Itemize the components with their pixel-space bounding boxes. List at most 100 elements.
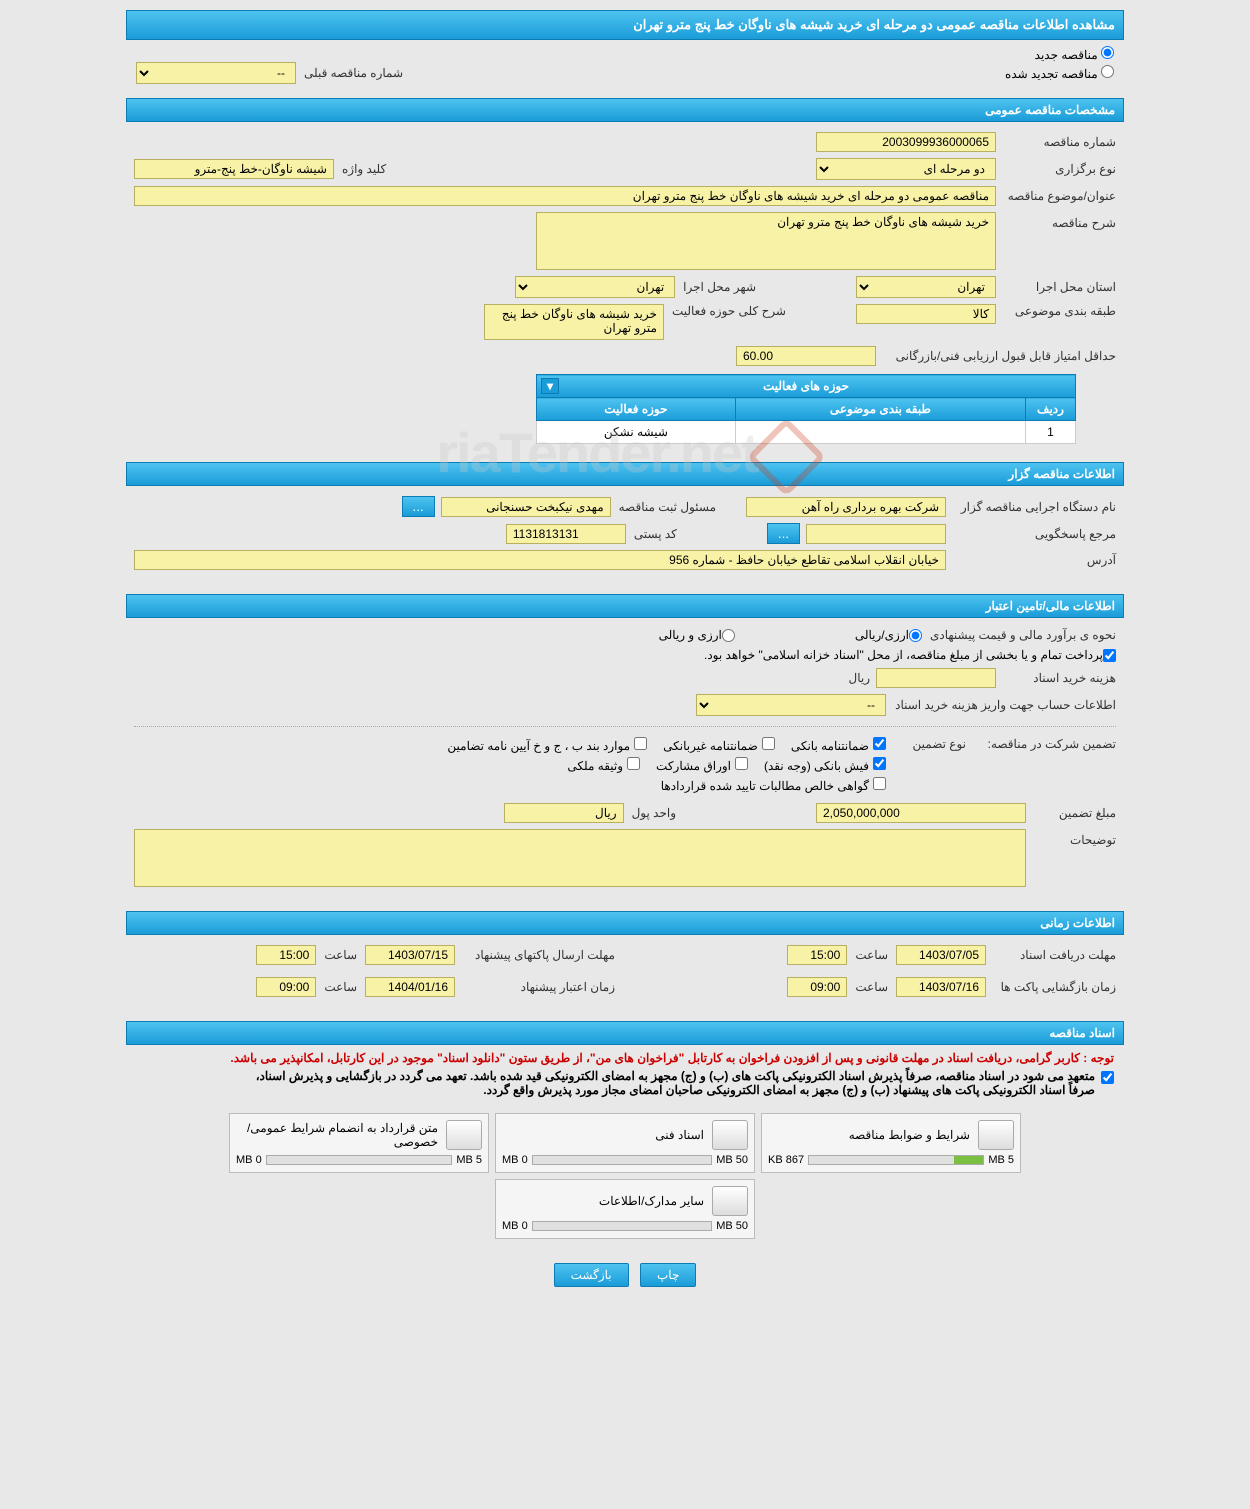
min-score-field: 60.00 — [736, 346, 876, 366]
doc-fee-unit: ریال — [840, 671, 876, 685]
document-box[interactable]: شرایط و ضوابط مناقصه 5 MB 867 KB — [761, 1113, 1021, 1173]
min-score-label: حداقل امتیاز قابل قبول ارزیابی فنی/بازرگ… — [876, 349, 1116, 363]
gt-nonbank-label: ضمانتنامه غیربانکی — [663, 739, 758, 753]
doc-fee-field — [876, 668, 996, 688]
title-label: عنوان/موضوع مناقصه — [996, 189, 1116, 203]
guarantee-type-label: نوع تضمین — [886, 737, 966, 751]
checkbox-source[interactable] — [1103, 649, 1116, 662]
back-button[interactable]: بازگشت — [554, 1263, 629, 1287]
address-label: آدرس — [946, 553, 1116, 567]
doc-total: 5 MB — [988, 1154, 1014, 1166]
city-label: شهر محل اجرا — [675, 280, 756, 294]
checkbox-gt-nonbank[interactable] — [762, 737, 775, 750]
gt-securities-label: اوراق مشارکت — [656, 759, 731, 773]
ellipsis-button[interactable]: ... — [767, 523, 800, 544]
doc-used: 867 KB — [768, 1154, 804, 1166]
validity-time: 09:00 — [256, 977, 316, 997]
table-cell — [735, 421, 1025, 444]
radio-rial[interactable] — [909, 629, 922, 642]
print-button[interactable]: چاپ — [640, 1263, 696, 1287]
doc-total: 5 MB — [456, 1154, 482, 1166]
radio-renewed-tender[interactable] — [1101, 65, 1114, 78]
title-field: مناقصه عمومی دو مرحله ای خرید شیشه های ن… — [134, 186, 996, 206]
reg-officer-field: مهدی نیکبخت حسنجانی — [441, 497, 611, 517]
section-general-spec: مشخصات مناقصه عمومی — [126, 98, 1124, 122]
notes-field — [134, 829, 1026, 887]
document-title: متن قرارداد به انضمام شرایط عمومی/خصوصی — [236, 1121, 438, 1149]
collapse-toggle-icon[interactable]: ▾ — [541, 378, 559, 394]
address-field: خیابان انقلاب اسلامی تقاطع خیابان حافظ -… — [134, 550, 946, 570]
receive-deadline-date: 1403/07/05 — [896, 945, 986, 965]
postal-label: کد پستی — [626, 527, 677, 541]
document-title: اسناد فنی — [502, 1128, 704, 1142]
ellipsis-button[interactable]: ... — [402, 496, 435, 517]
gt-cash-label: فیش بانکی (وجه نقد) — [764, 759, 869, 773]
progress-bar — [266, 1155, 453, 1165]
time-label: ساعت — [316, 980, 365, 994]
type-select[interactable]: دو مرحله ای — [816, 158, 996, 180]
time-label: ساعت — [847, 948, 896, 962]
guarantee-amount-field: 2,050,000,000 — [816, 803, 1026, 823]
radio-foreign[interactable] — [722, 629, 735, 642]
radio-rial-label: ارزی/ریالی — [855, 628, 909, 642]
checkbox-gt-certificate[interactable] — [873, 777, 886, 790]
participation-label: تضمین شرکت در مناقصه: — [966, 737, 1116, 751]
notes-label: توضیحات — [1026, 829, 1116, 847]
checkbox-gt-cash[interactable] — [873, 757, 886, 770]
checkbox-commitment[interactable] — [1101, 1071, 1114, 1084]
checkbox-gt-bank[interactable] — [873, 737, 886, 750]
table-row: 1 شیشه نشکن — [537, 421, 1076, 444]
doc-fee-label: هزینه خرید اسناد — [996, 671, 1116, 685]
reg-officer-label: مسئول ثبت مناقصه — [611, 500, 716, 514]
tender-number-label: شماره مناقصه — [996, 135, 1116, 149]
checkbox-gt-clauses[interactable] — [634, 737, 647, 750]
opening-label: زمان بازگشایی پاکت ها — [986, 980, 1116, 994]
folder-icon — [978, 1120, 1014, 1150]
currency-unit-field: ریال — [504, 803, 624, 823]
progress-bar — [532, 1155, 713, 1165]
submit-deadline-label: مهلت ارسال پاکتهای پیشنهاد — [455, 948, 615, 962]
prev-number-select[interactable]: -- — [136, 62, 296, 84]
keyword-label: کلید واژه — [334, 162, 386, 176]
document-box[interactable]: سایر مدارک/اطلاعات 50 MB 0 MB — [495, 1179, 755, 1239]
activity-table-title: حوزه های فعالیت — [763, 379, 849, 393]
radio-new-tender[interactable] — [1101, 46, 1114, 59]
section-organizer: اطلاعات مناقصه گزار — [126, 462, 1124, 486]
activity-desc-field: خرید شیشه های ناوگان خط پنج مترو تهران — [484, 304, 664, 340]
receive-deadline-time: 15:00 — [787, 945, 847, 965]
doc-used: 0 MB — [502, 1154, 528, 1166]
document-box[interactable]: اسناد فنی 50 MB 0 MB — [495, 1113, 755, 1173]
table-col-row: ردیف — [1026, 398, 1076, 421]
table-cell: 1 — [1026, 421, 1076, 444]
type-label: نوع برگزاری — [996, 162, 1116, 176]
table-col-field: حوزه فعالیت — [537, 398, 736, 421]
time-label: ساعت — [847, 980, 896, 994]
doc-used: 0 MB — [502, 1220, 528, 1232]
responder-field — [806, 524, 946, 544]
gt-deposit-label: وثیقه ملکی — [567, 759, 623, 773]
progress-bar — [808, 1155, 984, 1165]
activity-desc-label: شرح کلی حوزه فعالیت — [664, 304, 786, 318]
exec-name-label: نام دستگاه اجرایی مناقصه گزار — [946, 500, 1116, 514]
notice-red: توجه : کاربر گرامی، دریافت اسناد در مهلت… — [136, 1051, 1114, 1065]
city-select[interactable]: تهران — [515, 276, 675, 298]
submit-deadline-date: 1403/07/15 — [365, 945, 455, 965]
province-select[interactable]: تهران — [856, 276, 996, 298]
page-title: مشاهده اطلاعات مناقصه عمومی دو مرحله ای … — [126, 10, 1124, 40]
document-box[interactable]: متن قرارداد به انضمام شرایط عمومی/خصوصی … — [229, 1113, 489, 1173]
estimate-method-label: نحوه ی برآورد مالی و قیمت پیشنهادی — [922, 628, 1116, 642]
gt-bank-label: ضمانتنامه بانکی — [791, 739, 869, 753]
radio-renewed-tender-label: مناقصه تجدید شده — [1005, 67, 1098, 81]
doc-total: 50 MB — [716, 1220, 748, 1232]
account-info-select[interactable]: -- — [696, 694, 886, 716]
table-col-category: طبقه بندی موضوعی — [735, 398, 1025, 421]
document-title: شرایط و ضوابط مناقصه — [768, 1128, 970, 1142]
tender-number-field: 2003099936000065 — [816, 132, 996, 152]
section-timing: اطلاعات زمانی — [126, 911, 1124, 935]
checkbox-gt-deposit[interactable] — [627, 757, 640, 770]
radio-foreign-label: ارزی و ریالی — [659, 628, 722, 642]
currency-unit-label: واحد پول — [624, 806, 676, 820]
checkbox-gt-securities[interactable] — [735, 757, 748, 770]
time-label: ساعت — [316, 948, 365, 962]
prev-number-label: شماره مناقصه قبلی — [296, 66, 403, 80]
